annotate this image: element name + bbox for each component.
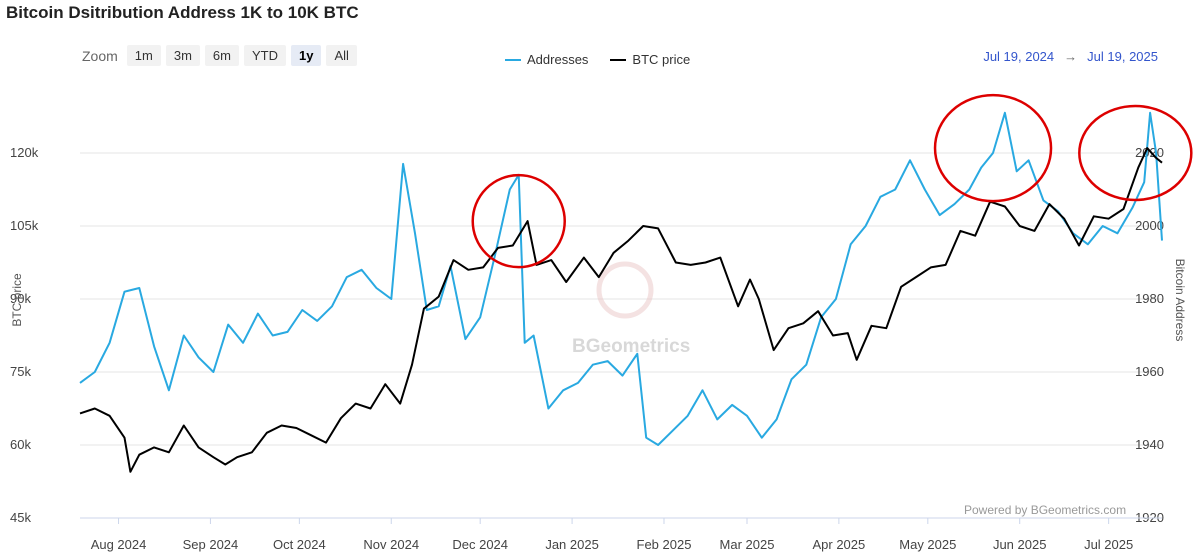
zoom-button-1y[interactable]: 1y: [290, 45, 322, 66]
right-tick-label: 1960: [1135, 364, 1164, 379]
x-tick-label: Jul 2025: [1084, 537, 1133, 552]
legend-swatch-btc-price: [610, 58, 627, 61]
zoom-button-6m[interactable]: 6m: [204, 45, 239, 66]
zoom-button-3m[interactable]: 3m: [165, 45, 200, 66]
x-tick-label: May 2025: [899, 537, 956, 552]
series-line-btc-price: [79, 147, 1163, 473]
x-tick-label: Oct 2024: [273, 537, 326, 552]
credit-link[interactable]: Powered by BGeometrics.com: [964, 503, 1127, 517]
legend-label-addresses: Addresses: [527, 52, 589, 67]
left-tick-label: 120k: [10, 145, 39, 160]
x-tick-label: Sep 2024: [183, 537, 239, 552]
range-from[interactable]: Jul 19, 2024: [983, 49, 1055, 64]
series-line-addresses: [79, 111, 1163, 446]
annotation-circle: [471, 173, 566, 269]
chart-title: Bitcoin Dsitribution Address 1K to 10K B…: [6, 3, 359, 22]
zoom-label: Zoom: [82, 47, 118, 64]
left-tick-label: 105k: [10, 218, 39, 233]
legend-item-btc-price[interactable]: BTC price: [610, 52, 690, 67]
x-tick-label: Dec 2024: [452, 537, 508, 552]
legend: Addresses BTC price: [505, 52, 690, 67]
right-tick-label: 1940: [1135, 437, 1164, 452]
x-tick-label: Mar 2025: [720, 537, 775, 552]
watermark-text: BGeometrics: [572, 336, 690, 357]
legend-swatch-addresses: [505, 58, 521, 61]
x-tick-label: Jan 2025: [545, 537, 599, 552]
right-tick-label: 2000: [1135, 218, 1164, 233]
x-tick-label: Aug 2024: [91, 537, 147, 552]
left-tick-label: 75k: [10, 364, 31, 379]
x-tick-label: Jun 2025: [993, 537, 1047, 552]
left-tick-label: 60k: [10, 437, 31, 452]
zoom-button-all[interactable]: All: [326, 45, 357, 66]
left-axis-title: BTC price: [10, 273, 24, 327]
range-to[interactable]: Jul 19, 2025: [1087, 49, 1158, 64]
date-range: Jul 19, 2024 → Jul 19, 2025: [983, 49, 1158, 64]
zoom-button-1m[interactable]: 1m: [126, 45, 161, 66]
x-tick-label: Feb 2025: [637, 537, 692, 552]
x-tick-label: Apr 2025: [812, 537, 865, 552]
left-tick-label: 45k: [10, 510, 31, 525]
zoom-button-ytd[interactable]: YTD: [243, 45, 286, 66]
range-arrow: →: [1064, 49, 1078, 64]
right-tick-label: 2020: [1135, 145, 1164, 160]
right-axis-title: Bitcoin Address: [1173, 259, 1187, 342]
zoom-bar: Zoom 1m 3m 6m YTD 1y All: [82, 45, 357, 66]
x-tick-label: Nov 2024: [363, 537, 419, 552]
annotation-circle: [1078, 104, 1193, 202]
annotation-circle: [933, 93, 1053, 203]
legend-item-addresses[interactable]: Addresses: [505, 52, 588, 67]
right-tick-label: 1980: [1135, 291, 1164, 306]
left-tick-label: 90k: [10, 291, 31, 306]
legend-label-btc-price: BTC price: [632, 52, 691, 67]
watermark-logo: [596, 261, 654, 319]
